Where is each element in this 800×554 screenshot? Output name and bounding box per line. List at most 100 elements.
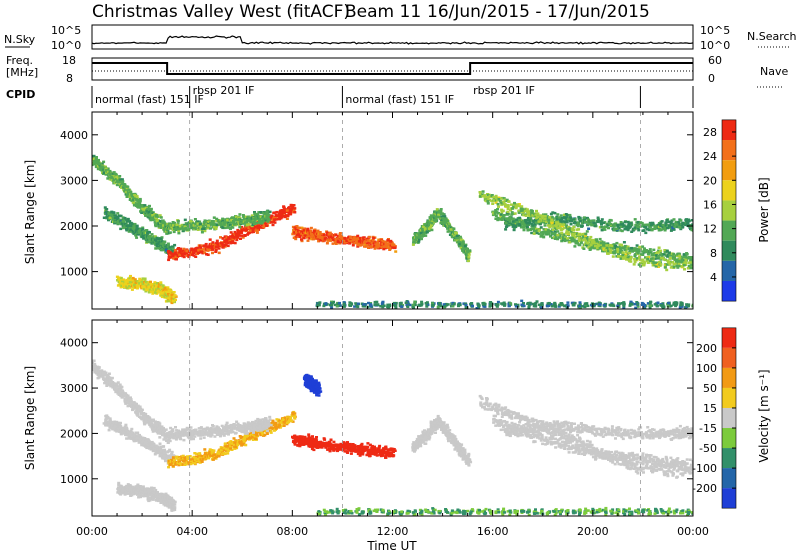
cell [510, 222, 514, 226]
cell [230, 216, 234, 219]
cell [575, 239, 579, 243]
cell [147, 211, 151, 214]
cell [151, 292, 155, 295]
cell [127, 188, 131, 191]
cell [270, 214, 274, 217]
cell [356, 243, 360, 247]
cell [367, 235, 371, 239]
cell [565, 226, 569, 229]
cell [387, 305, 390, 309]
cell [208, 244, 212, 247]
cell [143, 208, 147, 212]
cell [119, 227, 123, 231]
cell [669, 229, 673, 232]
cell [610, 244, 614, 248]
cell [623, 220, 627, 224]
cell [153, 281, 157, 284]
cell [134, 226, 138, 230]
cell [685, 218, 689, 221]
cell [556, 230, 560, 233]
cell [537, 229, 541, 233]
cell [119, 279, 123, 282]
cell [457, 236, 461, 240]
cell [616, 224, 620, 227]
cell [430, 221, 434, 225]
cell [622, 247, 626, 250]
cell [292, 204, 296, 207]
cell [309, 226, 313, 230]
cell [466, 247, 469, 251]
cell [321, 237, 325, 240]
cell [219, 242, 223, 245]
cell [582, 216, 586, 219]
cell [145, 288, 149, 291]
cell [609, 249, 613, 252]
cell [363, 240, 367, 243]
cell [174, 255, 178, 258]
cell [121, 280, 124, 284]
cell [312, 230, 316, 233]
cell [534, 219, 538, 222]
cell [424, 228, 427, 232]
cell [266, 220, 270, 223]
cell [206, 253, 210, 256]
cell [115, 175, 119, 179]
cell [413, 302, 417, 305]
cell [356, 302, 360, 305]
cell [372, 236, 376, 240]
cell [633, 218, 637, 221]
cell [617, 252, 620, 256]
cell [625, 258, 628, 261]
cell [478, 191, 482, 194]
cell [554, 230, 557, 233]
cell [450, 235, 454, 239]
cell [505, 204, 509, 207]
freq-tick-top: 18 [62, 54, 76, 67]
cell [620, 225, 623, 229]
cell [641, 258, 645, 261]
cell [256, 213, 260, 216]
cell [465, 249, 469, 253]
cell [300, 238, 303, 241]
cell [613, 250, 617, 254]
cell [138, 279, 142, 282]
cell [343, 237, 347, 240]
cell [233, 241, 237, 245]
cell [156, 282, 159, 285]
cell [242, 215, 246, 218]
cell [520, 205, 524, 208]
cell [302, 236, 306, 240]
cell [338, 233, 342, 236]
cell [629, 225, 633, 228]
cell [559, 214, 563, 217]
cell [454, 231, 458, 234]
cell [342, 302, 346, 306]
cell [661, 225, 665, 228]
cell [125, 186, 129, 190]
cell [262, 223, 266, 227]
cell [172, 296, 176, 300]
cell [124, 284, 128, 287]
cell [677, 262, 681, 266]
cell [154, 241, 158, 244]
cell [169, 255, 172, 259]
cell [511, 207, 515, 210]
cell [135, 225, 139, 228]
cell [203, 229, 207, 233]
cell [252, 230, 256, 234]
cell [633, 227, 637, 231]
cell [189, 224, 193, 228]
cell [106, 167, 110, 170]
cell [671, 261, 675, 264]
cell [497, 212, 500, 215]
freq-label-line1: Freq. [6, 54, 33, 67]
cell [620, 243, 623, 247]
cell [496, 202, 500, 206]
cell [154, 217, 158, 221]
cell [672, 228, 676, 231]
cell [483, 194, 487, 197]
cell [632, 263, 636, 266]
cell [217, 242, 221, 245]
cell [494, 217, 498, 220]
